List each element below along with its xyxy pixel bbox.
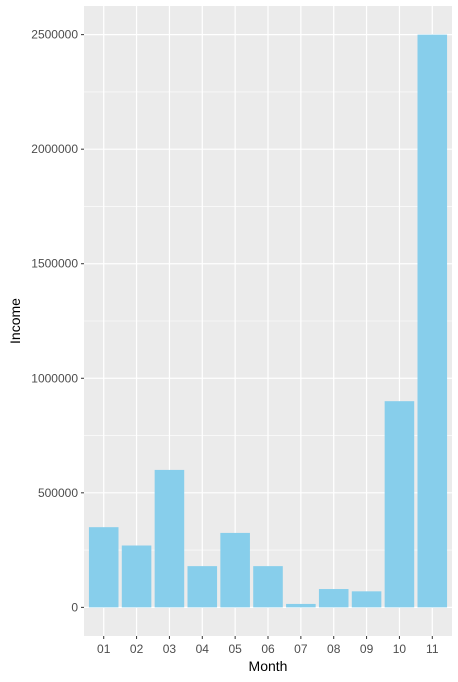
bar-02	[121, 545, 152, 608]
x-axis-title: Month	[249, 658, 288, 674]
y-axis-ticks: 0 500000 1000000 1500000 2000000 2500000	[31, 28, 84, 614]
bar-08	[318, 589, 349, 608]
bar-06	[253, 566, 283, 608]
bar-01	[88, 527, 119, 608]
y-axis-title: Income	[7, 298, 23, 344]
x-tick-label: 01	[97, 642, 111, 656]
x-tick-label: 02	[130, 642, 144, 656]
bar-04	[187, 566, 218, 608]
x-axis-ticks: 01 02 03 04 05 06 07 08 09 10 11	[97, 636, 439, 656]
x-tick-label: 06	[261, 642, 275, 656]
x-tick-label: 09	[360, 642, 374, 656]
bar-07	[286, 603, 316, 608]
y-tick-label: 2500000	[31, 28, 78, 42]
x-tick-label: 08	[327, 642, 341, 656]
y-tick-label: 0	[71, 600, 78, 614]
bar-10	[384, 401, 415, 608]
y-tick-label: 1000000	[31, 371, 78, 385]
y-tick-label: 1500000	[31, 257, 78, 271]
y-tick-label: 500000	[38, 486, 78, 500]
x-tick-label: 10	[393, 642, 407, 656]
bar-03	[154, 469, 185, 608]
y-tick-label: 2000000	[31, 142, 78, 156]
bars	[88, 34, 448, 608]
x-tick-label: 03	[163, 642, 177, 656]
bar-11	[417, 34, 448, 608]
x-tick-label: 05	[228, 642, 242, 656]
bar-09	[351, 591, 382, 608]
bar-05	[220, 532, 250, 608]
x-tick-label: 04	[196, 642, 210, 656]
x-tick-label: 07	[294, 642, 308, 656]
x-tick-label: 11	[426, 642, 439, 656]
